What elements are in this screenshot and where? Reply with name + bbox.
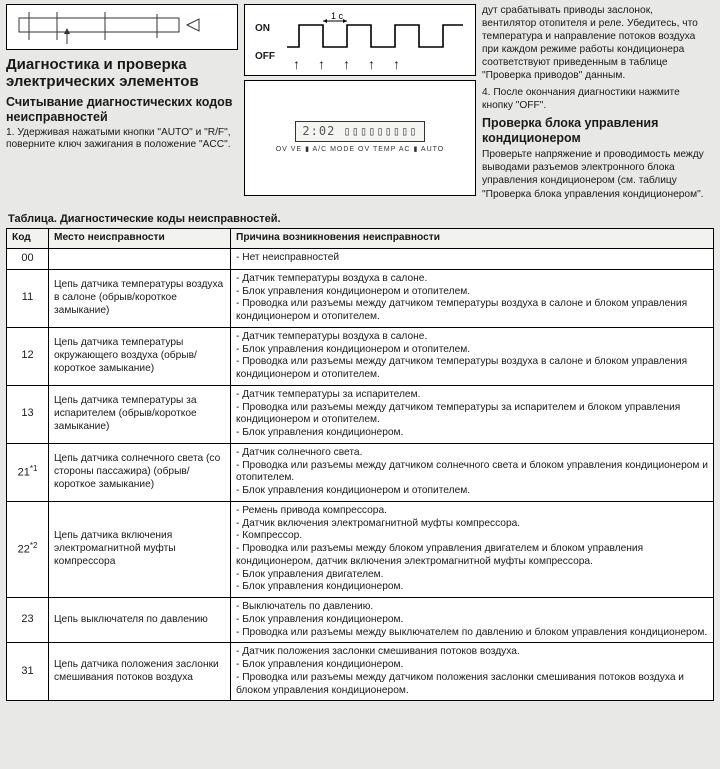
waveform-figure: ON OFF 1 c ↑↑↑↑↑ bbox=[244, 4, 476, 76]
cell-cause: Датчик температуры воздуха в салоне.Блок… bbox=[231, 327, 714, 385]
cell-code: 21*1 bbox=[7, 443, 49, 501]
cause-item: Проводка или разъемы между датчиком темп… bbox=[236, 298, 708, 324]
cause-item: Датчик положения заслонки смешивания пот… bbox=[236, 646, 708, 659]
section-heading-diagnostics: Диагностика и проверка электрических эле… bbox=[6, 56, 238, 91]
col-cause: Причина возникновения неисправности bbox=[231, 229, 714, 249]
cause-item: Проводка или разъемы между датчиком темп… bbox=[236, 356, 708, 382]
on-label: ON bbox=[255, 23, 270, 36]
cause-item: Блок управления кондиционером. bbox=[236, 614, 708, 627]
cause-item: Выключатель по давлению. bbox=[236, 601, 708, 614]
cell-location: Цепь датчика температуры за испарителем … bbox=[49, 385, 231, 443]
arrow-up-icon: ↑ bbox=[318, 56, 343, 72]
table-row: 22*2Цепь датчика включения электромагнит… bbox=[7, 501, 714, 597]
cause-item: Блок управления кондиционером. bbox=[236, 659, 708, 672]
cell-location: Цепь датчика солнечного света (со сторон… bbox=[49, 443, 231, 501]
subsection-heading-reading-codes: Считывание диагностических кодов неиспра… bbox=[6, 95, 238, 125]
cause-item: Проводка или разъемы между датчиком солн… bbox=[236, 460, 708, 486]
cause-item: Блок управления кондиционером и отопител… bbox=[236, 344, 708, 357]
arrows-row: ↑↑↑↑↑ bbox=[293, 56, 418, 74]
cause-item: Ремень привода компрессора. bbox=[236, 505, 708, 518]
col-location: Место неисправности bbox=[49, 229, 231, 249]
cell-cause: Датчик температуры за испарителем.Провод… bbox=[231, 385, 714, 443]
cause-item: Датчик температуры воздуха в салоне. bbox=[236, 331, 708, 344]
dtc-table: Код Место неисправности Причина возникно… bbox=[6, 228, 714, 701]
intro-paragraph-1: дут срабатывать приводы заслонок, вентил… bbox=[482, 4, 710, 82]
check-block-text: Проверьте напряжение и проводимость межд… bbox=[482, 148, 710, 200]
schematic-icon bbox=[17, 10, 227, 44]
ac-control-panel-figure: 2:02 ▯▯▯▯▯▯▯▯▯ OV VE ▮ A/C MODE OV TEMP … bbox=[244, 80, 476, 196]
col-code: Код bbox=[7, 229, 49, 249]
cell-cause: Датчик солнечного света.Проводка или раз… bbox=[231, 443, 714, 501]
cell-location: Цепь датчика температуры воздуха в салон… bbox=[49, 269, 231, 327]
panel-buttons-row: OV VE ▮ A/C MODE OV TEMP AC ▮ AUTO bbox=[276, 146, 445, 155]
cause-item: Датчик включения электромагнитной муфты … bbox=[236, 518, 708, 531]
cause-item: Проводка или разъемы между выключателем … bbox=[236, 627, 708, 640]
table-row: 11Цепь датчика температуры воздуха в сал… bbox=[7, 269, 714, 327]
cause-item: Датчик температуры за испарителем. bbox=[236, 389, 708, 402]
cell-code: 12 bbox=[7, 327, 49, 385]
cell-cause: Нет неисправностей bbox=[231, 249, 714, 270]
lcd-display: 2:02 ▯▯▯▯▯▯▯▯▯ bbox=[295, 121, 424, 142]
cause-item: Блок управления кондиционером и отопител… bbox=[236, 286, 708, 299]
cause-item: Проводка или разъемы между блоком управл… bbox=[236, 543, 708, 569]
cell-location: Цепь выключателя по давлению bbox=[49, 598, 231, 643]
step-1-text: 1. Удерживая нажатыми кнопки "AUTO" и "R… bbox=[6, 127, 238, 153]
top-figures-row: Диагностика и проверка электрических эле… bbox=[6, 4, 714, 205]
pulse-width-label: 1 c bbox=[331, 11, 344, 21]
cell-cause: Выключатель по давлению.Блок управления … bbox=[231, 598, 714, 643]
off-label: OFF bbox=[255, 51, 275, 64]
arrow-up-icon: ↑ bbox=[293, 56, 318, 72]
cell-location: Цепь датчика положения заслонки смешиван… bbox=[49, 643, 231, 701]
table-row: 12Цепь датчика температуры окружающего в… bbox=[7, 327, 714, 385]
cause-item: Датчик температуры воздуха в салоне. bbox=[236, 273, 708, 286]
top-right-column: дут срабатывать приводы заслонок, вентил… bbox=[482, 4, 710, 205]
cause-item: Блок управления кондиционером. bbox=[236, 427, 708, 440]
intro-paragraph-2: 4. После окончания диагностики нажмите к… bbox=[482, 86, 710, 112]
cell-location: Цепь датчика включения электромагнитной … bbox=[49, 501, 231, 597]
cause-item: Проводка или разъемы между датчиком поло… bbox=[236, 672, 708, 698]
square-wave-icon: 1 c bbox=[287, 11, 467, 55]
cell-location: Цепь датчика температуры окружающего воз… bbox=[49, 327, 231, 385]
cause-item: Датчик солнечного света. bbox=[236, 447, 708, 460]
cell-code: 13 bbox=[7, 385, 49, 443]
table-row: 13Цепь датчика температуры за испарителе… bbox=[7, 385, 714, 443]
arrow-up-icon: ↑ bbox=[393, 56, 418, 72]
cell-code: 23 bbox=[7, 598, 49, 643]
cause-item: Блок управления двигателем. bbox=[236, 569, 708, 582]
cell-code: 00 bbox=[7, 249, 49, 270]
table-header-row: Код Место неисправности Причина возникно… bbox=[7, 229, 714, 249]
cell-code: 31 bbox=[7, 643, 49, 701]
cell-code: 22*2 bbox=[7, 501, 49, 597]
top-middle-column: ON OFF 1 c ↑↑↑↑↑ 2:02 ▯▯▯▯▯▯▯▯▯ OV VE ▮ … bbox=[244, 4, 476, 205]
table-row: 23Цепь выключателя по давлениюВыключател… bbox=[7, 598, 714, 643]
cause-item: Блок управления кондиционером. bbox=[236, 581, 708, 594]
arrow-up-icon: ↑ bbox=[343, 56, 368, 72]
top-left-column: Диагностика и проверка электрических эле… bbox=[6, 4, 238, 205]
cause-item: Проводка или разъемы между датчиком темп… bbox=[236, 402, 708, 428]
cell-cause: Датчик температуры воздуха в салоне.Блок… bbox=[231, 269, 714, 327]
table-caption: Таблица. Диагностические коды неисправно… bbox=[8, 213, 714, 227]
cell-location bbox=[49, 249, 231, 270]
cell-cause: Ремень привода компрессора.Датчик включе… bbox=[231, 501, 714, 597]
subsection-heading-check-block: Проверка блока управления кондиционером bbox=[482, 116, 710, 146]
table-row: 31Цепь датчика положения заслонки смешив… bbox=[7, 643, 714, 701]
schematic-figure bbox=[6, 4, 238, 50]
cause-item: Компрессор. bbox=[236, 530, 708, 543]
cell-cause: Датчик положения заслонки смешивания пот… bbox=[231, 643, 714, 701]
table-row: 00 Нет неисправностей bbox=[7, 249, 714, 270]
cause-item: Блок управления кондиционером и отопител… bbox=[236, 485, 708, 498]
arrow-up-icon: ↑ bbox=[368, 56, 393, 72]
cause-item: Нет неисправностей bbox=[236, 252, 708, 265]
cell-code: 11 bbox=[7, 269, 49, 327]
table-row: 21*1Цепь датчика солнечного света (со ст… bbox=[7, 443, 714, 501]
